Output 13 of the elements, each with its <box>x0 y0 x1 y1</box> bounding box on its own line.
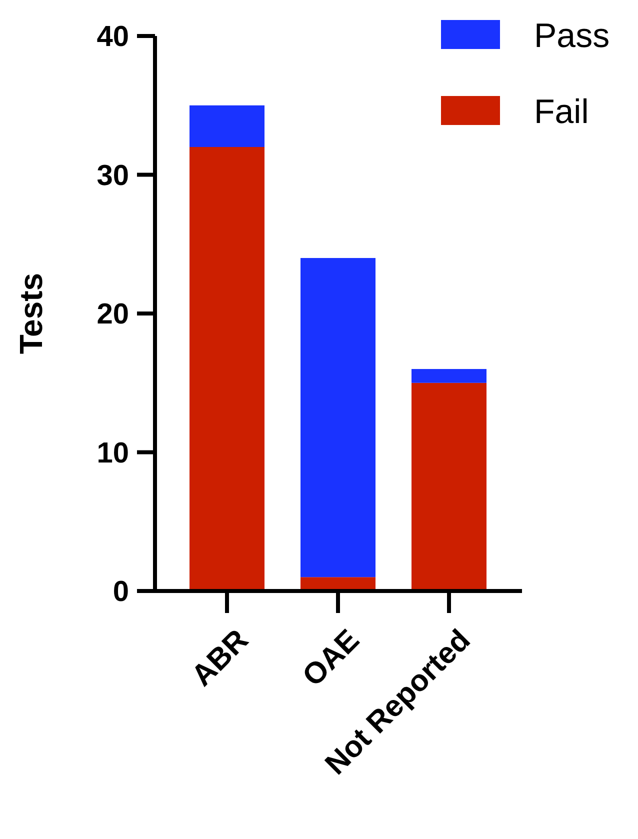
bar <box>300 258 376 578</box>
legend-label: Pass <box>534 16 610 55</box>
bar <box>190 147 264 591</box>
legend-label: Fail <box>534 92 589 131</box>
bar <box>190 105 264 147</box>
bar <box>412 369 486 383</box>
bar <box>412 382 486 591</box>
y-tick-label: 0 <box>112 576 129 608</box>
y-tick-label: 30 <box>96 160 129 192</box>
y-tick-label: 40 <box>96 21 129 54</box>
y-tick-label: 20 <box>96 298 129 331</box>
y-axis-title: Tests <box>13 272 49 354</box>
y-tick-label: 10 <box>96 437 129 470</box>
